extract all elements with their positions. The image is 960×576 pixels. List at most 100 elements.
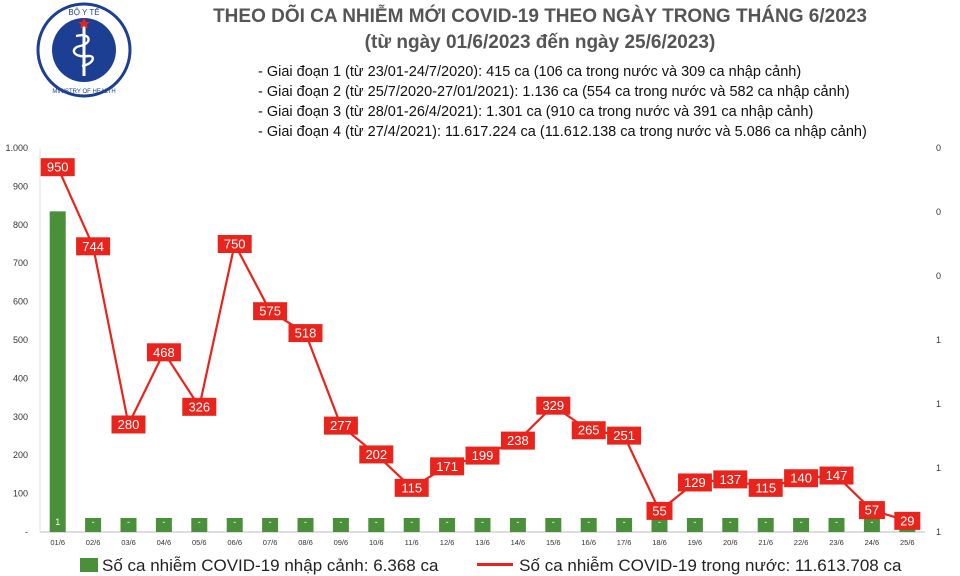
line-data-label: 326 bbox=[188, 399, 210, 414]
bar bbox=[863, 518, 880, 532]
line-data-label: 329 bbox=[542, 398, 564, 413]
line-point-marker bbox=[646, 501, 673, 520]
line-data-label: 202 bbox=[365, 447, 387, 462]
line-data-label: 115 bbox=[755, 480, 776, 495]
bar-label: - bbox=[410, 517, 413, 527]
phase-summary-list: - Giai đoạn 1 (từ 23/01-24/7/2020): 415 … bbox=[258, 62, 867, 142]
legend-item-domestic: Số ca nhiễm COVID-19 trong nước: 11.613.… bbox=[477, 556, 901, 576]
right-tick-label: 1 bbox=[936, 527, 941, 537]
bar-label: - bbox=[233, 517, 236, 527]
line-data-label: 238 bbox=[507, 433, 529, 448]
x-tick-label: 08/6 bbox=[298, 538, 313, 547]
bar-label: - bbox=[693, 517, 696, 527]
line-data-label: 251 bbox=[613, 428, 635, 443]
bar-label: - bbox=[729, 517, 732, 527]
line-data-label: 29 bbox=[900, 513, 914, 528]
right-tick-label: 1 bbox=[936, 463, 941, 473]
bar bbox=[509, 518, 526, 532]
line-data-label: 277 bbox=[330, 418, 352, 433]
bar-label: - bbox=[870, 517, 873, 527]
bar bbox=[722, 518, 739, 532]
x-tick-label: 23/6 bbox=[829, 538, 844, 547]
y-tick-label: 700 bbox=[13, 258, 28, 268]
line-data-label: 57 bbox=[865, 503, 879, 518]
phase-item: - Giai đoạn 4 (từ 27/4/2021): 11.617.224… bbox=[258, 124, 867, 140]
line-data-label: 137 bbox=[719, 472, 741, 487]
x-tick-label: 14/6 bbox=[511, 538, 526, 547]
x-tick-label: 12/6 bbox=[440, 538, 455, 547]
bar-label: - bbox=[198, 517, 201, 527]
series-line-domestic bbox=[56, 166, 908, 522]
y-tick-label: 1.000 bbox=[5, 143, 28, 153]
line-point-marker bbox=[713, 470, 748, 489]
bar-label: - bbox=[162, 517, 165, 527]
x-tick-label: 25/6 bbox=[900, 538, 915, 547]
line-data-label: 199 bbox=[472, 448, 494, 463]
right-tick-label: 1 bbox=[936, 335, 941, 345]
chart-legend: Số ca nhiễm COVID-19 nhập cảnh: 6.368 ca… bbox=[80, 556, 935, 576]
line-point-marker bbox=[146, 343, 181, 362]
bar bbox=[155, 518, 172, 532]
line-point-marker bbox=[359, 445, 394, 464]
x-tick-label: 06/6 bbox=[227, 538, 242, 547]
bar bbox=[49, 211, 66, 533]
y-tick-label: 800 bbox=[13, 220, 28, 230]
line-point-marker bbox=[894, 511, 921, 530]
y-tick-label: 600 bbox=[13, 297, 28, 307]
y-tick-label: 300 bbox=[13, 412, 28, 422]
line-data-label: 265 bbox=[578, 423, 600, 438]
line-data-label: 55 bbox=[652, 503, 666, 518]
x-tick-label: 02/6 bbox=[86, 538, 101, 547]
line-point-marker bbox=[858, 501, 885, 520]
line-point-marker bbox=[465, 446, 500, 465]
bar bbox=[262, 518, 279, 532]
right-tick-label: 1 bbox=[936, 399, 941, 409]
line-data-label: 171 bbox=[436, 459, 458, 474]
line-data-label: 744 bbox=[82, 239, 104, 254]
line-point-marker bbox=[536, 396, 571, 415]
bar bbox=[757, 518, 774, 532]
bar bbox=[580, 518, 597, 532]
x-tick-label: 13/6 bbox=[475, 538, 490, 547]
bar bbox=[616, 518, 633, 532]
bar bbox=[651, 518, 668, 532]
x-tick-label: 03/6 bbox=[121, 538, 136, 547]
bar-label: - bbox=[304, 517, 307, 527]
bar-label: - bbox=[623, 517, 626, 527]
right-tick-label: 0 bbox=[936, 143, 941, 153]
legend-swatch-line bbox=[477, 563, 514, 566]
x-tick-label: 01/6 bbox=[50, 538, 65, 547]
x-tick-label: 05/6 bbox=[192, 538, 207, 547]
legend-label-imported: Số ca nhiễm COVID-19 nhập cảnh: 6.368 ca bbox=[102, 556, 439, 575]
line-point-marker bbox=[784, 469, 819, 488]
ministry-of-health-logo: BỘ Y TẾ MINISTRY OF HEALTH bbox=[36, 2, 132, 98]
bar-label: - bbox=[446, 517, 449, 527]
logo-bottom-text: MINISTRY OF HEALTH bbox=[52, 89, 115, 95]
line-data-label: 280 bbox=[118, 417, 140, 432]
line-data-label: 518 bbox=[295, 326, 317, 341]
right-tick-label: 0 bbox=[936, 271, 941, 281]
line-point-marker bbox=[217, 235, 252, 253]
line-point-marker bbox=[430, 457, 465, 476]
x-tick-label: 19/6 bbox=[688, 538, 703, 547]
x-tick-label: 24/6 bbox=[865, 538, 880, 547]
bar bbox=[368, 518, 385, 532]
bar-label: - bbox=[800, 517, 803, 527]
x-tick-label: 22/6 bbox=[794, 538, 809, 547]
line-point-marker bbox=[111, 415, 146, 434]
bar-label: - bbox=[127, 517, 130, 527]
bar-label: - bbox=[835, 517, 838, 527]
phase-item: - Giai đoạn 1 (từ 23/01-24/7/2020): 415 … bbox=[258, 64, 802, 80]
phase-item: - Giai đoạn 3 (từ 28/01-26/4/2021): 1.30… bbox=[258, 104, 814, 120]
line-point-marker bbox=[394, 478, 429, 497]
bar-label: - bbox=[375, 517, 378, 527]
line-point-marker bbox=[40, 158, 75, 177]
x-tick-label: 20/6 bbox=[723, 538, 738, 547]
bar bbox=[474, 518, 491, 532]
y-tick-label: 900 bbox=[13, 181, 28, 191]
bar bbox=[686, 518, 703, 532]
bar bbox=[191, 518, 208, 532]
legend-item-imported: Số ca nhiễm COVID-19 nhập cảnh: 6.368 ca bbox=[80, 556, 438, 576]
line-point-marker bbox=[253, 302, 288, 321]
